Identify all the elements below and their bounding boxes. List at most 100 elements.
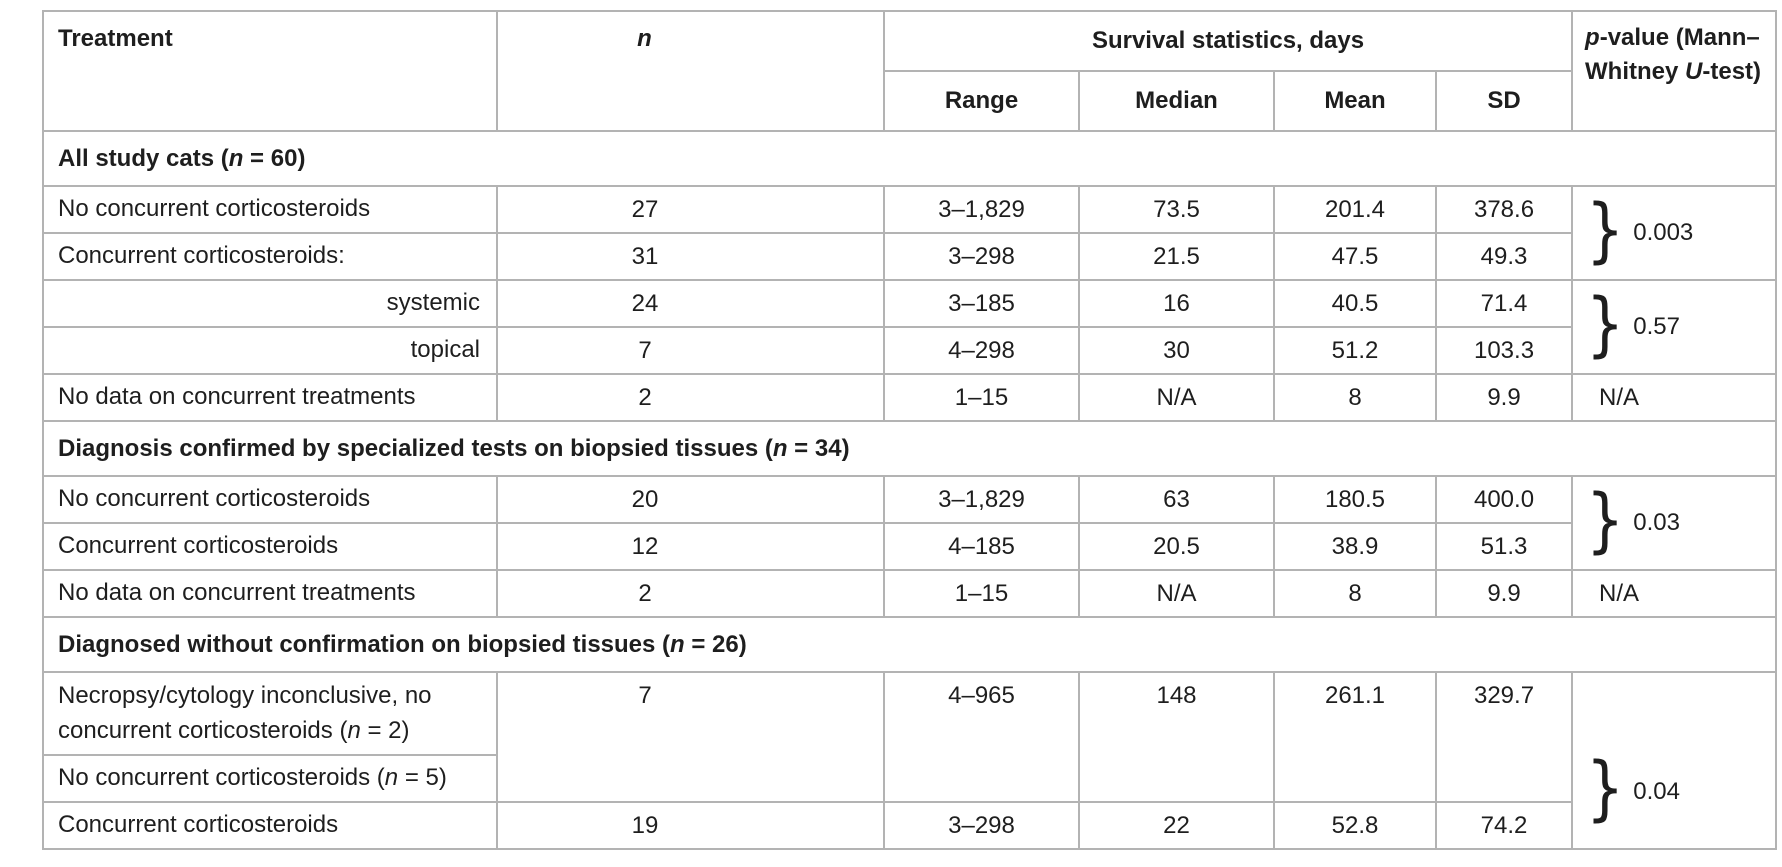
col-header-n: n: [496, 10, 885, 132]
text: = 60): [243, 144, 306, 172]
cell-sd: 51.3: [1434, 522, 1574, 571]
p-value-text: N/A: [1599, 579, 1640, 607]
cell-p-value: N/A: [1571, 373, 1778, 422]
row-concurrent-corticosteroids-2: Concurrent corticosteroids 12 4–185 20.5 38.…: [42, 522, 1776, 571]
col-header-sd: SD: [1434, 70, 1574, 132]
text: Concurrent corticosteroids: [58, 811, 339, 839]
cell-p-value: } 0.04: [1571, 671, 1778, 850]
cell-sd: 400.0: [1434, 475, 1574, 524]
cell-median: N/A: [1078, 373, 1275, 422]
survival-statistics-table: Treatment n Survival statistics, days p-…: [41, 10, 1778, 850]
cell-sd: 74.2: [1434, 801, 1574, 850]
curly-brace-icon: }: [1586, 478, 1625, 562]
curly-brace-icon: }: [1586, 282, 1625, 366]
italic-text: n: [228, 144, 244, 172]
text: -test): [1702, 57, 1762, 85]
cell-median: 20.5: [1078, 522, 1275, 571]
cell-treatment: No data on concurrent treatments: [42, 373, 498, 422]
text: topical: [410, 336, 480, 364]
text: No concurrent corticosteroids (: [58, 764, 385, 792]
text: systemic: [386, 289, 480, 317]
cell-n: 2: [496, 569, 885, 618]
cell-mean: 8: [1273, 569, 1437, 618]
cell-sd: 9.9: [1434, 373, 1574, 422]
text: -value (Mann–Whitney: [1585, 24, 1760, 85]
cell-treatment: Concurrent corticosteroids: [42, 522, 498, 571]
row-no-concurrent-corticosteroids-3: No concurrent corticosteroids (n = 5): [42, 754, 1776, 803]
cell-sd: 329.7: [1434, 671, 1574, 803]
italic-text: p: [1585, 24, 1600, 51]
text: Concurrent corticosteroids:: [58, 242, 345, 270]
cell-mean: 47.5: [1273, 232, 1437, 281]
header-row-2: Range Median Mean SD: [43, 70, 1776, 132]
text: Diagnosed without confirmation on biopsi…: [58, 630, 671, 658]
text: = 34): [787, 434, 850, 462]
p-value-text: 0.04: [1633, 777, 1680, 805]
p-value-text: 0.03: [1633, 509, 1680, 536]
cell-median: 148: [1078, 671, 1275, 803]
text: Necropsy/cytology inconclusive, no concu…: [58, 682, 432, 744]
text: No concurrent corticosteroids: [58, 485, 371, 513]
curly-brace-icon: }: [1586, 747, 1625, 830]
col-header-mean: Mean: [1273, 70, 1437, 132]
row-concurrent-corticosteroids-1: Concurrent corticosteroids: 31 3–298 21.5 47…: [42, 232, 1776, 281]
cell-range: 1–15: [883, 373, 1080, 422]
text: = 5): [398, 764, 447, 792]
cell-range: 4–185: [883, 522, 1080, 571]
col-header-treatment: Treatment: [42, 10, 498, 132]
col-header-median: Median: [1078, 70, 1275, 132]
cell-mean: 8: [1273, 373, 1437, 422]
row-topical: topical 7 4–298 30 51.2 103.3: [42, 326, 1776, 375]
cell-n: 19: [496, 801, 885, 850]
cell-n: 24: [496, 279, 885, 328]
p-value-text: 0.57: [1633, 313, 1680, 340]
curly-brace-icon: }: [1586, 188, 1625, 272]
cell-range: 3–1,829: [883, 185, 1080, 234]
cell-treatment: Necropsy/cytology inconclusive, no concu…: [42, 671, 498, 756]
cell-n: 31: [496, 232, 885, 281]
row-no-concurrent-corticosteroids-2: No concurrent corticosteroids 20 3–1,829 63…: [42, 475, 1778, 571]
survival-table-container: Treatment n Survival statistics, days p-…: [41, 10, 1778, 850]
cell-mean: 38.9: [1273, 522, 1437, 571]
text: All study cats (: [58, 144, 229, 172]
cell-sd: 9.9: [1434, 569, 1574, 618]
section-header-cell: Diagnosis confirmed by specialized tests…: [41, 420, 1778, 477]
section-header-cell: Diagnosed without confirmation on biopsi…: [41, 616, 1778, 673]
cell-range: 1–15: [883, 569, 1080, 618]
p-value-group: } 0.003: [1573, 195, 1775, 266]
cell-treatment: No concurrent corticosteroids: [42, 475, 498, 524]
cell-median: 21.5: [1078, 232, 1275, 281]
cell-median: 22: [1078, 801, 1275, 850]
cell-n: 7: [496, 671, 885, 803]
col-header-range: Range: [883, 70, 1080, 132]
row-no-concurrent-corticosteroids-1: No concurrent corticosteroids 27 3–1,829 73…: [42, 185, 1778, 281]
cell-range: 3–298: [883, 232, 1080, 281]
cell-treatment: No concurrent corticosteroids (n = 5): [42, 754, 498, 803]
text: No data on concurrent treatments: [58, 383, 416, 411]
cell-mean: 261.1: [1273, 671, 1437, 803]
cell-mean: 201.4: [1273, 185, 1437, 234]
section-diagnosed-without-confirmation: Diagnosed without confirmation on biopsi…: [41, 616, 1778, 673]
text: Diagnosis confirmed by specialized tests…: [58, 434, 773, 462]
text: Concurrent corticosteroids: [58, 532, 339, 560]
cell-sd: 378.6: [1434, 185, 1574, 234]
row-no-data-2: No data on concurrent treatments 2 1–15 N/A…: [42, 569, 1778, 618]
cell-n: 7: [496, 326, 885, 375]
italic-text: n: [670, 630, 685, 658]
cell-sd: 103.3: [1434, 326, 1574, 375]
cell-median: 16: [1078, 279, 1275, 328]
cell-range: 4–298: [883, 326, 1080, 375]
row-no-data-1: No data on concurrent treatments 2 1–15 N/A…: [42, 373, 1778, 422]
cell-n: 12: [496, 522, 885, 571]
italic-text: n: [637, 25, 652, 52]
cell-treatment: No data on concurrent treatments: [42, 569, 498, 618]
row-systemic: systemic 24 3–185 16 40.5 71.4} 0.57: [42, 279, 1778, 375]
italic-text: n: [347, 716, 361, 744]
italic-text: U: [1685, 57, 1703, 85]
cell-median: 63: [1078, 475, 1275, 524]
cell-median: N/A: [1078, 569, 1275, 618]
header-row-1: Treatment n Survival statistics, days p-…: [42, 10, 1778, 132]
p-value-group: } 0.57: [1573, 289, 1775, 360]
cell-sd: 71.4: [1434, 279, 1574, 328]
cell-p-value: N/A: [1571, 569, 1778, 618]
